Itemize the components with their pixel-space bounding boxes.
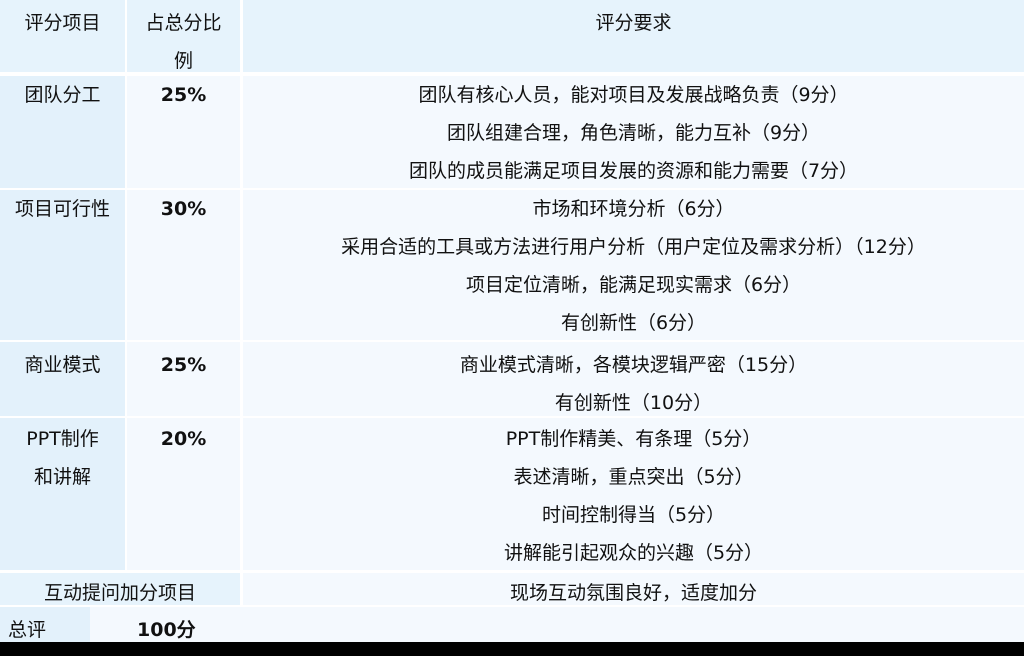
row-item: PPT制作和讲解	[0, 418, 125, 570]
requirement: 团队组建合理，角色清晰，能力互补（9分）	[446, 122, 821, 144]
requirement: 团队的成员能满足项目发展的资源和能力需要（7分）	[408, 160, 859, 182]
requirement: 项目定位清晰，能满足现实需求（6分）	[465, 274, 802, 296]
row-ratio: 25%	[127, 76, 240, 188]
row-requirements: PPT制作精美、有条理（5分） 表述清晰，重点突出（5分） 时间控制得当（5分）…	[243, 418, 1024, 570]
row-ratio: 20%	[127, 418, 240, 570]
row-item: 商业模式	[0, 342, 125, 416]
requirement: 讲解能引起观众的兴趣（5分）	[503, 542, 764, 564]
row-requirements: 市场和环境分析（6分） 采用合适的工具或方法进行用户分析（用户定位及需求分析）（…	[243, 190, 1024, 340]
requirement: 团队有核心人员，能对项目及发展战略负责（9分）	[418, 84, 849, 106]
requirement: 有创新性（10分）	[554, 392, 713, 414]
requirement: 表述清晰，重点突出（5分）	[513, 466, 754, 488]
row-requirements: 团队有核心人员，能对项目及发展战略负责（9分） 团队组建合理，角色清晰，能力互补…	[243, 76, 1024, 188]
header-requirements: 评分要求	[243, 0, 1024, 72]
bonus-requirements: 现场互动氛围良好，适度加分	[243, 573, 1024, 605]
total-label: 总评	[0, 607, 90, 642]
total-value: 100分	[90, 607, 1024, 642]
bonus-item: 互动提问加分项目	[0, 573, 240, 605]
bottom-bar	[0, 642, 1024, 656]
requirement: 时间控制得当（5分）	[541, 504, 726, 526]
requirement: 市场和环境分析（6分）	[532, 198, 735, 220]
requirement: 采用合适的工具或方法进行用户分析（用户定位及需求分析）（12分）	[341, 236, 926, 258]
row-item: 项目可行性	[0, 190, 125, 340]
row-ratio: 30%	[127, 190, 240, 340]
requirement: PPT制作精美、有条理（5分）	[505, 428, 762, 450]
row-ratio: 25%	[127, 342, 240, 416]
row-item: 团队分工	[0, 76, 125, 188]
header-ratio: 占总分比例	[127, 0, 240, 72]
header-item: 评分项目	[0, 0, 125, 72]
requirement: 商业模式清晰，各模块逻辑严密（15分）	[459, 354, 808, 376]
requirement: 有创新性（6分）	[560, 312, 707, 334]
row-requirements: 商业模式清晰，各模块逻辑严密（15分） 有创新性（10分）	[243, 342, 1024, 416]
